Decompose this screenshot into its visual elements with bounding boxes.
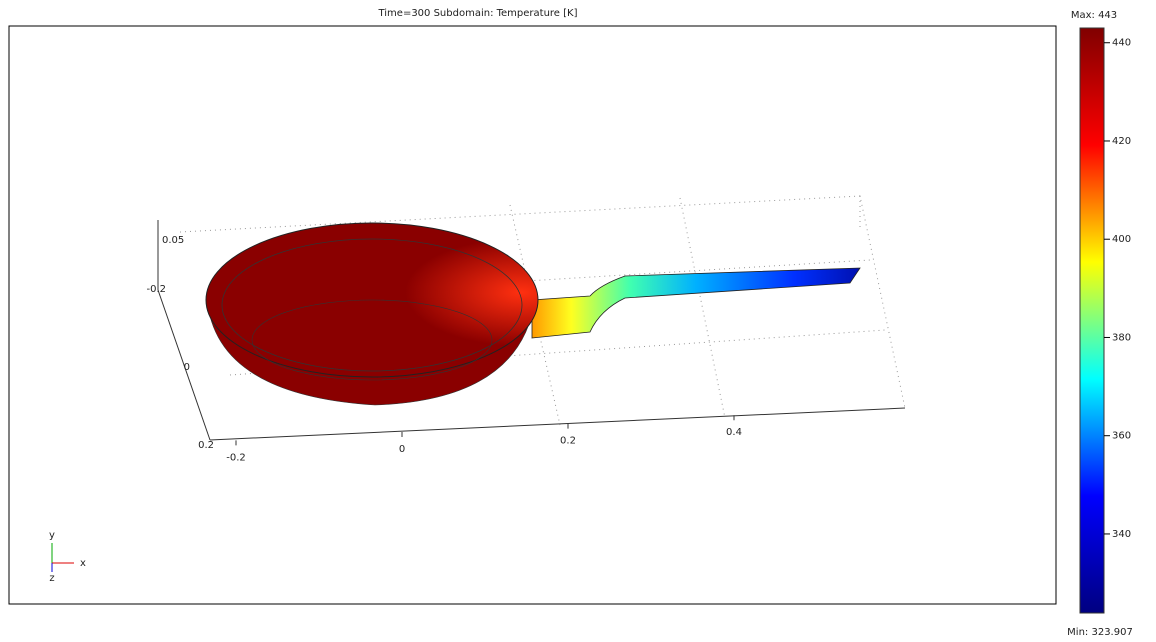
triad-label: x [80, 558, 86, 569]
x-tick-label: 0 [399, 444, 405, 455]
x-tick-label: -0.2 [226, 452, 246, 463]
colorbar-tick-label: 340 [1112, 529, 1131, 540]
colorbar-tick-label: 360 [1112, 431, 1131, 442]
pan [205, 222, 861, 406]
x-tick-label: 0.4 [726, 427, 742, 438]
x-tick-label: 0.2 [560, 436, 576, 447]
colorbar-tick-label: 420 [1112, 136, 1131, 147]
y-tick-label: 0 [184, 362, 190, 373]
colorbar-max: Max: 443 [1071, 10, 1117, 21]
y-tick-label: 0.2 [198, 440, 214, 451]
colorbar [1079, 27, 1105, 614]
chart-title: Time=300 Subdomain: Temperature [K] [377, 8, 577, 19]
triad-label: y [49, 530, 55, 541]
z-tick-label: 0.05 [162, 235, 184, 246]
colorbar-tick-label: 440 [1112, 38, 1131, 49]
triad: y x z [49, 530, 86, 584]
colorbar-min: Min: 323.907 [1067, 627, 1133, 638]
axes-box [157, 195, 906, 441]
y-tick-label: -0.2 [146, 284, 166, 295]
triad-label: z [49, 573, 54, 584]
colorbar-tick-label: 380 [1112, 332, 1131, 343]
colorbar-tick-label: 400 [1112, 234, 1131, 245]
